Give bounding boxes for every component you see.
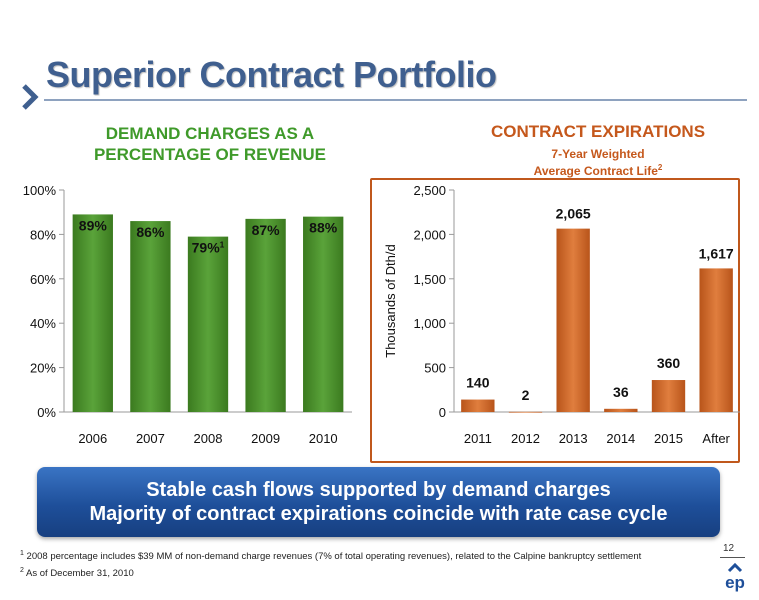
demand-data-label: 86% [136,224,165,240]
footnote-2: 2 As of December 31, 2010 [20,565,680,580]
demand-chart-title: DEMAND CHARGES AS A PERCENTAGE OF REVENU… [60,123,360,165]
demand-chart-title-line2: PERCENTAGE OF REVENUE [93,145,327,164]
footnote-2-text: As of December 31, 2010 [26,568,134,580]
ep-logo-icon: ep [725,562,745,592]
expirations-ytick-label: 2,000 [413,227,446,242]
expirations-y-axis-title: Thousands of Dth/d [383,244,398,357]
expirations-ytick-label: 2,500 [413,183,446,198]
demand-data-label: 88% [309,220,338,236]
expirations-data-label: 1,617 [699,245,734,261]
demand-xtick-label: 2009 [251,431,280,446]
expirations-chart-title: CONTRACT EXPIRATIONS [490,122,706,141]
demand-ytick-label: 80% [30,227,56,242]
expirations-ytick-label: 1,000 [413,316,446,331]
expirations-data-label: 2 [522,387,530,403]
demand-bar [245,218,286,412]
expirations-bar [651,380,686,412]
demand-data-label: 89% [79,217,108,233]
demand-chart-title-line1: DEMAND CHARGES AS A [105,124,315,143]
footnote-1-mark: 1 [20,550,24,557]
banner-line-1: Stable cash flows supported by demand ch… [146,479,611,501]
banner-line-2: Majority of contract expirations coincid… [89,503,668,525]
expirations-subtitle-line1: 7-Year Weighted [551,147,645,161]
footnotes: 1 2008 percentage includes $39 MM of non… [20,548,680,580]
demand-ytick-label: 60% [30,272,56,287]
expirations-xtick-label: 2015 [654,431,683,446]
expirations-chart-subtitle: 7-Year Weighted Average Contract Life2 [448,147,748,178]
expirations-ytick-label: 0 [439,405,446,420]
expirations-bar [604,408,638,412]
page-number-rule [720,557,745,558]
expirations-chart-frame [370,178,740,463]
chevron-right-icon [22,84,39,110]
demand-xtick-label: 2010 [309,431,338,446]
expirations-xtick-label: 2012 [511,431,540,446]
expirations-subtitle-line2: Average Contract Life2 [448,161,748,178]
svg-text:ep: ep [725,573,745,592]
demand-bar [303,216,344,412]
demand-data-label: 87% [252,222,281,238]
expirations-bar [699,268,733,412]
demand-data-label-footnote-mark: 1 [220,240,225,250]
demand-ytick-label: 20% [30,361,56,376]
expirations-bar [461,399,495,412]
demand-xtick-label: 2008 [194,431,223,446]
charts-canvas: 0% 20% 40% 60% 80% 100% 2006 89% 2007 86% 2008 79%1… [23,183,740,446]
footnote-1: 1 2008 percentage includes $39 MM of non… [20,548,680,563]
expirations-data-label: 140 [466,375,490,391]
expirations-xtick-label: 2013 [559,431,588,446]
demand-data-label: 79%1 [192,240,225,256]
demand-charges-chart: 0% 20% 40% 60% 80% 100% 2006 89% 2007 86% 2008 79%1… [23,183,352,446]
contract-expirations-chart: 0 500 1,000 1,500 2,000 2,500 2011 140 2012 2 2013… [383,183,740,446]
demand-bar [187,236,229,412]
expirations-data-label: 2,065 [556,206,591,222]
page-title: Superior Contract Portfolio [46,54,497,95]
demand-xtick-label: 2007 [136,431,165,446]
title-divider [44,99,747,101]
expirations-xtick-label: 2011 [464,431,492,446]
summary-banner: Stable cash flows supported by demand ch… [37,467,720,537]
demand-ytick-label: 40% [30,316,56,331]
demand-ytick-label: 0% [37,405,56,420]
expirations-data-label: 36 [613,384,629,400]
expirations-subtitle-text: Average Contract Life [533,164,658,178]
demand-ytick-label: 100% [23,183,57,198]
expirations-ytick-label: 1,500 [413,272,446,287]
expirations-xtick-label: After [702,431,730,446]
demand-bar [72,214,113,412]
footnote-2-mark: 2 [20,567,24,575]
expirations-xtick-label: 2014 [606,431,635,446]
footnote-1-text: 2008 percentage includes $39 MM of non-d… [26,551,642,563]
expirations-ytick-label: 500 [424,361,446,376]
expirations-data-label: 360 [657,355,681,371]
demand-xtick-label: 2006 [78,431,107,446]
expirations-bar [556,228,590,412]
expirations-bar [508,411,543,413]
demand-bar [130,221,171,412]
page-number: 12 [723,543,735,554]
expirations-subtitle-footnote-mark: 2 [657,163,663,172]
